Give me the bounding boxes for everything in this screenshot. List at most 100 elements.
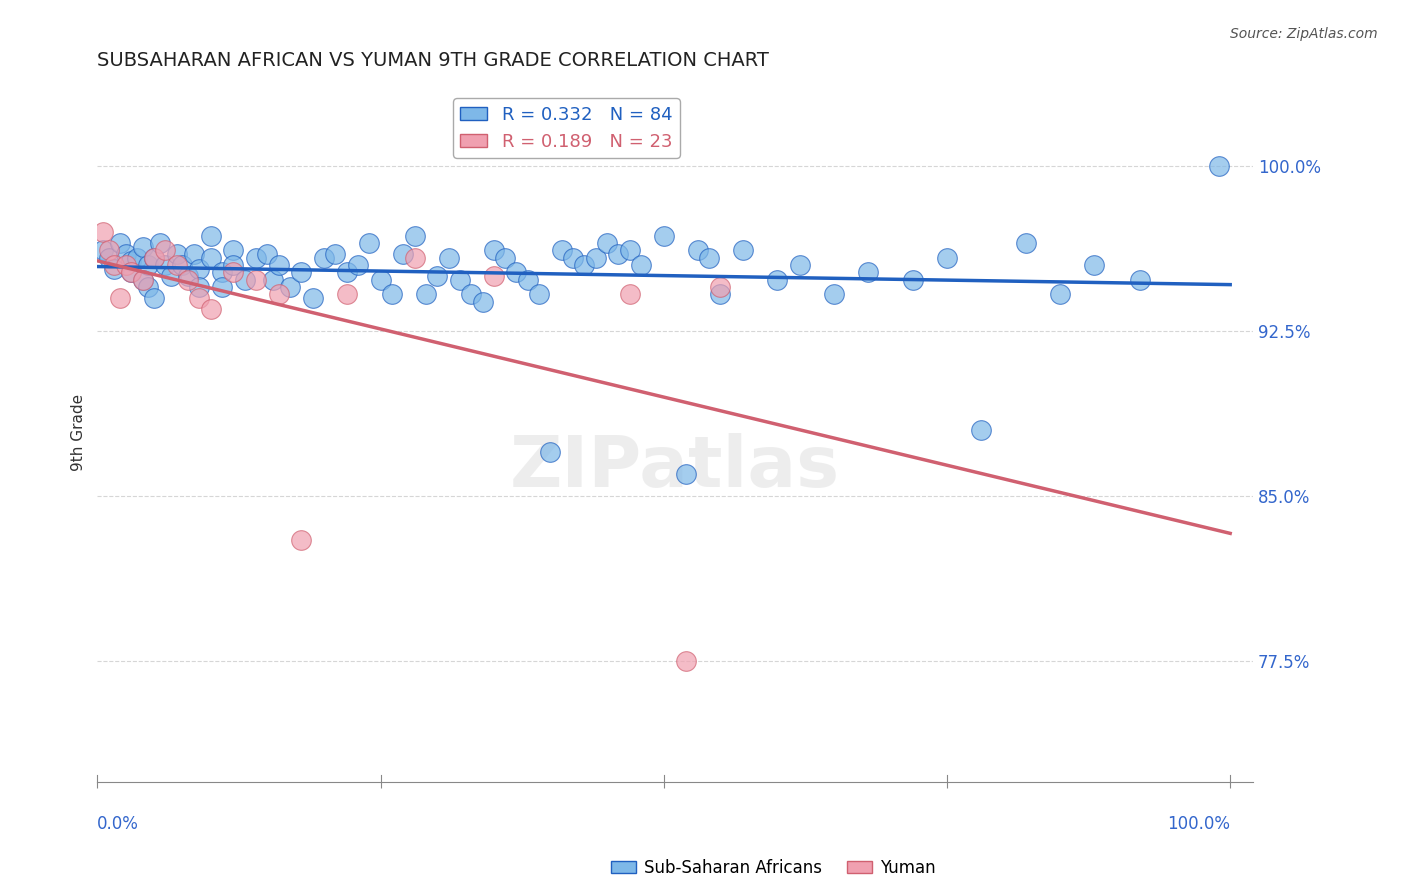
Text: 100.0%: 100.0% <box>1167 815 1230 833</box>
Point <box>585 252 607 266</box>
Point <box>120 253 142 268</box>
Point <box>114 258 136 272</box>
Point <box>222 258 245 272</box>
Text: ZIPatlas: ZIPatlas <box>510 433 841 501</box>
Point <box>136 280 159 294</box>
Point <box>155 243 177 257</box>
Text: Source: ZipAtlas.com: Source: ZipAtlas.com <box>1230 27 1378 41</box>
Point <box>143 291 166 305</box>
Point <box>901 273 924 287</box>
Point <box>155 258 177 272</box>
Text: SUBSAHARAN AFRICAN VS YUMAN 9TH GRADE CORRELATION CHART: SUBSAHARAN AFRICAN VS YUMAN 9TH GRADE CO… <box>97 51 769 70</box>
Point <box>262 273 284 287</box>
Point <box>103 262 125 277</box>
Point <box>143 252 166 266</box>
Point <box>278 280 301 294</box>
Point <box>347 258 370 272</box>
Point <box>1015 235 1038 250</box>
Point <box>136 258 159 272</box>
Point <box>381 286 404 301</box>
Point <box>449 273 471 287</box>
Point <box>188 262 211 277</box>
Point <box>709 280 731 294</box>
Point <box>630 258 652 272</box>
Point <box>574 258 596 272</box>
Point <box>97 252 120 266</box>
Legend: R = 0.332   N = 84, R = 0.189   N = 23: R = 0.332 N = 84, R = 0.189 N = 23 <box>453 98 679 158</box>
Point <box>200 301 222 316</box>
Point <box>211 280 233 294</box>
Point <box>709 286 731 301</box>
Point <box>103 258 125 272</box>
Point <box>245 273 267 287</box>
Point <box>97 243 120 257</box>
Point <box>675 654 697 668</box>
Point <box>823 286 845 301</box>
Point <box>183 247 205 261</box>
Point <box>149 235 172 250</box>
Point <box>619 243 641 257</box>
Point <box>211 264 233 278</box>
Point <box>789 258 811 272</box>
Point <box>471 295 494 310</box>
Point <box>766 273 789 287</box>
Point <box>505 264 527 278</box>
Point <box>675 467 697 481</box>
Point <box>166 247 188 261</box>
Point <box>172 258 194 272</box>
Point <box>256 247 278 261</box>
Point <box>301 291 323 305</box>
Point <box>114 247 136 261</box>
Point <box>494 252 516 266</box>
Point <box>607 247 630 261</box>
Point <box>619 286 641 301</box>
Point <box>200 229 222 244</box>
Point <box>91 243 114 257</box>
Point <box>267 286 290 301</box>
Point <box>335 286 357 301</box>
Point <box>1049 286 1071 301</box>
Point <box>312 252 335 266</box>
Point <box>200 252 222 266</box>
Point <box>290 533 312 547</box>
Point <box>415 286 437 301</box>
Point <box>404 252 426 266</box>
Point <box>267 258 290 272</box>
Point <box>1128 273 1150 287</box>
Point <box>404 229 426 244</box>
Point <box>131 240 153 254</box>
Point <box>460 286 482 301</box>
Point <box>188 291 211 305</box>
Point <box>120 264 142 278</box>
Point <box>856 264 879 278</box>
Point <box>91 225 114 239</box>
Point <box>392 247 415 261</box>
Point <box>516 273 538 287</box>
Point <box>188 280 211 294</box>
Point <box>596 235 619 250</box>
Point <box>108 291 131 305</box>
Point <box>233 273 256 287</box>
Point <box>222 264 245 278</box>
Point <box>697 252 720 266</box>
Point <box>125 252 148 266</box>
Point <box>482 243 505 257</box>
Point <box>1208 159 1230 173</box>
Point <box>936 252 959 266</box>
Point <box>482 268 505 283</box>
Point <box>120 264 142 278</box>
Point <box>177 268 200 283</box>
Point <box>177 273 200 287</box>
Y-axis label: 9th Grade: 9th Grade <box>72 393 86 471</box>
Point <box>437 252 460 266</box>
Point <box>527 286 550 301</box>
Point <box>160 268 183 283</box>
Point <box>143 252 166 266</box>
Point <box>290 264 312 278</box>
Point <box>562 252 585 266</box>
Point <box>551 243 574 257</box>
Point <box>731 243 754 257</box>
Point <box>335 264 357 278</box>
Point <box>166 258 188 272</box>
Point <box>970 423 993 437</box>
